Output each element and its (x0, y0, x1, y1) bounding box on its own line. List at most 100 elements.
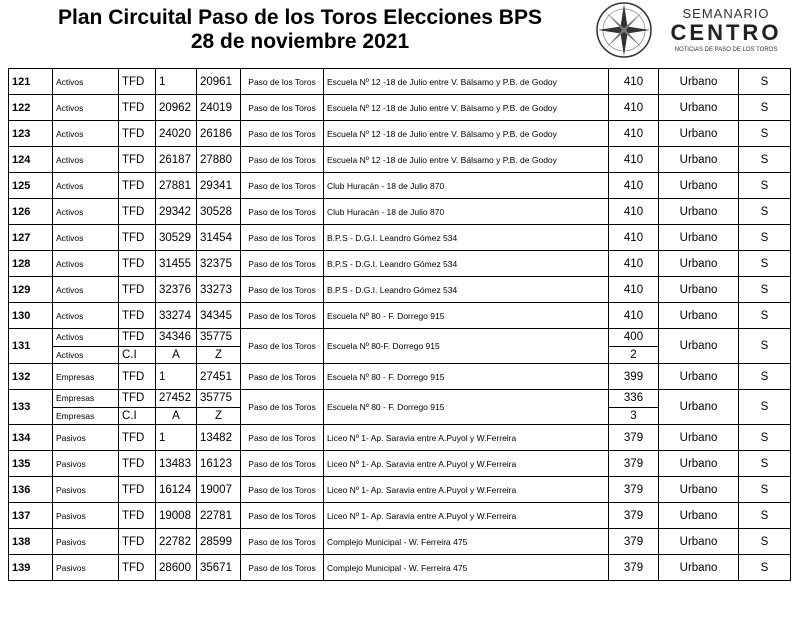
flag: S (738, 224, 791, 251)
voters: 336 (608, 389, 659, 408)
flag: S (738, 450, 791, 477)
voters: 379 (608, 424, 659, 451)
flag: S (738, 389, 791, 425)
place: Escuela Nº 12 -18 de Julio entre V. Báls… (323, 94, 609, 121)
voters: 2 (608, 345, 659, 364)
range-to: 16123 (196, 450, 241, 477)
series: TFD (118, 276, 156, 303)
locality: Paso de los Toros (240, 363, 324, 390)
flag: S (738, 302, 791, 329)
range-from: A (155, 345, 197, 364)
table-row: 130 Activos TFD 33274 34345 Paso de los Toros… (8, 302, 791, 329)
circuit: 137 (8, 502, 53, 529)
flag: S (738, 424, 791, 451)
locality: Paso de los Toros (240, 250, 324, 277)
voter-type: Activos (52, 120, 119, 147)
table-row: 126 Activos TFD 29342 30528 Paso de los Toros… (8, 198, 791, 225)
range-from: 34346 (155, 328, 197, 347)
zone: Urbano (658, 120, 739, 147)
voters: 410 (608, 94, 659, 121)
voters: 399 (608, 363, 659, 390)
table-row: 122 Activos TFD 20962 24019 Paso de los Toros… (8, 94, 791, 121)
voter-type: Pasivos (52, 554, 119, 581)
series: TFD (118, 363, 156, 390)
place: Escuela Nº 12 -18 de Julio entre V. Báls… (323, 146, 609, 173)
voters: 3 (608, 406, 659, 425)
voters: 379 (608, 476, 659, 503)
flag: S (738, 476, 791, 503)
place: Liceo Nº 1- Ap. Saravia entre A.Puyol y … (323, 424, 609, 451)
place: Liceo Nº 1- Ap. Saravia entre A.Puyol y … (323, 502, 609, 529)
locality: Paso de los Toros (240, 476, 324, 503)
voters: 410 (608, 224, 659, 251)
flag: S (738, 363, 791, 390)
circuit: 121 (8, 68, 53, 95)
table-row: 136 Pasivos TFD 16124 19007 Paso de los Toros… (8, 476, 791, 503)
table-row: 138 Pasivos TFD 22782 28599 Paso de los Toros… (8, 528, 791, 555)
range-to: 32375 (196, 250, 241, 277)
locality: Paso de los Toros (240, 68, 324, 95)
circuit: 130 (8, 302, 53, 329)
locality: Paso de los Toros (240, 120, 324, 147)
locality: Paso de los Toros (240, 328, 324, 364)
voters: 379 (608, 528, 659, 555)
circuit: 129 (8, 276, 53, 303)
range-from: 1 (155, 424, 197, 451)
voters: 400 (608, 328, 659, 347)
range-from: 29342 (155, 198, 197, 225)
locality: Paso de los Toros (240, 424, 324, 451)
voters: 379 (608, 502, 659, 529)
logo: SEMANARIO CENTRO NOTICIAS DE PASO DE LOS… (596, 2, 782, 58)
range-from: 16124 (155, 476, 197, 503)
range-from: A (155, 406, 197, 425)
series: TFD (118, 68, 156, 95)
circuit: 125 (8, 172, 53, 199)
zone: Urbano (658, 424, 739, 451)
table-row: 137 Pasivos TFD 19008 22781 Paso de los Toros… (8, 502, 791, 529)
series: TFD (118, 146, 156, 173)
flag: S (738, 276, 791, 303)
table-row: 125 Activos TFD 27881 29341 Paso de los Toros… (8, 172, 791, 199)
circuit-table: 121 Activos TFD 1 20961 Paso de los Toros Escu… (8, 68, 791, 581)
range-from: 20962 (155, 94, 197, 121)
locality: Paso de los Toros (240, 224, 324, 251)
range-to: 29341 (196, 172, 241, 199)
range-from: 27881 (155, 172, 197, 199)
place: B.P.S - D.G.I. Leandro Gómez 534 (323, 276, 609, 303)
zone: Urbano (658, 450, 739, 477)
series: C.I (118, 345, 156, 364)
table-row: 123 Activos TFD 24020 26186 Paso de los Toros… (8, 120, 791, 147)
place: Escuela Nº 80-F. Dorrego 915 (323, 328, 609, 364)
locality: Paso de los Toros (240, 302, 324, 329)
range-to: 33273 (196, 276, 241, 303)
table-row: Empresas C.I A Z 3 (9, 406, 791, 425)
series: TFD (118, 302, 156, 329)
flag: S (738, 94, 791, 121)
range-to: 35775 (196, 328, 241, 347)
series: C.I (118, 406, 156, 425)
voter-type: Pasivos (52, 450, 119, 477)
circuit: 135 (8, 450, 53, 477)
locality: Paso de los Toros (240, 146, 324, 173)
range-to: 20961 (196, 68, 241, 95)
circuit: 138 (8, 528, 53, 555)
zone: Urbano (658, 276, 739, 303)
place: Club Huracán - 18 de Julio 870 (323, 198, 609, 225)
flag: S (738, 68, 791, 95)
logo-main: CENTRO (671, 20, 782, 45)
voters: 410 (608, 250, 659, 277)
range-from: 30529 (155, 224, 197, 251)
table-row: 139 Pasivos TFD 28600 35671 Paso de los Toros… (8, 554, 791, 581)
locality: Paso de los Toros (240, 528, 324, 555)
place: Club Huracán - 18 de Julio 870 (323, 172, 609, 199)
voter-type: Activos (52, 146, 119, 173)
series: TFD (118, 120, 156, 147)
range-to: 28599 (196, 528, 241, 555)
table-row: 135 Pasivos TFD 13483 16123 Paso de los Toros… (8, 450, 791, 477)
locality: Paso de los Toros (240, 502, 324, 529)
series: TFD (118, 172, 156, 199)
range-to: 30528 (196, 198, 241, 225)
zone: Urbano (658, 198, 739, 225)
range-to: 27880 (196, 146, 241, 173)
